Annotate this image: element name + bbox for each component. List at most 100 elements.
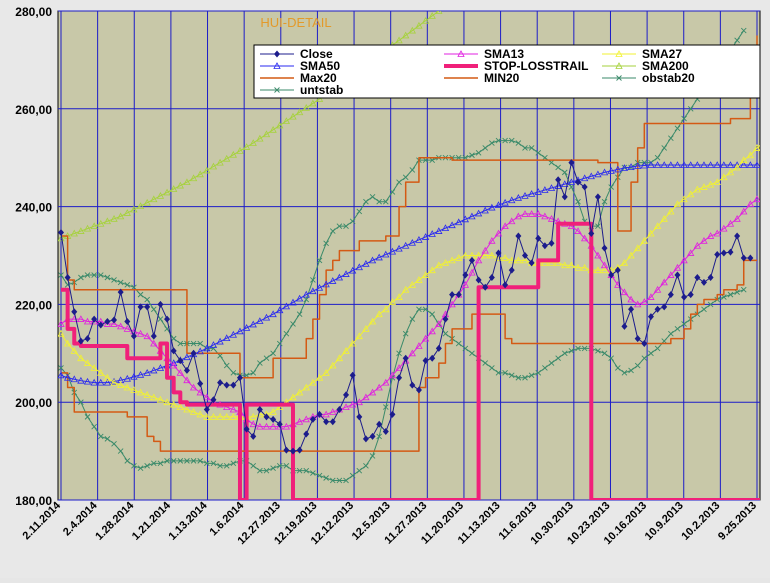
data-point bbox=[654, 154, 661, 161]
data-point bbox=[83, 317, 92, 325]
data-point bbox=[242, 324, 251, 331]
data-point bbox=[256, 406, 263, 414]
data-point bbox=[654, 305, 661, 313]
data-point bbox=[91, 272, 97, 278]
data-point bbox=[429, 354, 436, 362]
data-point bbox=[382, 378, 390, 386]
data-point bbox=[653, 285, 662, 293]
data-point bbox=[309, 415, 316, 423]
data-point bbox=[136, 388, 145, 396]
data-point bbox=[369, 194, 376, 200]
data-point bbox=[131, 462, 137, 469]
data-point bbox=[581, 183, 588, 191]
data-point bbox=[580, 263, 589, 271]
chart-title: HUI-DETAIL bbox=[260, 15, 331, 30]
data-point bbox=[600, 168, 609, 176]
data-point bbox=[634, 162, 642, 169]
data-point bbox=[421, 271, 430, 278]
data-point bbox=[356, 467, 363, 474]
data-point bbox=[164, 458, 170, 464]
data-point bbox=[548, 159, 555, 166]
legend-item: Max20 bbox=[260, 71, 337, 85]
data-point bbox=[408, 349, 416, 357]
data-point bbox=[535, 149, 542, 156]
data-point bbox=[282, 422, 291, 430]
data-point bbox=[527, 190, 536, 197]
data-point bbox=[70, 375, 78, 383]
data-point bbox=[63, 339, 72, 347]
data-point bbox=[123, 374, 131, 382]
data-point bbox=[740, 27, 747, 34]
data-point bbox=[481, 251, 489, 259]
data-point bbox=[501, 198, 509, 206]
data-point bbox=[196, 170, 204, 178]
data-point bbox=[349, 218, 356, 225]
data-point bbox=[746, 200, 755, 208]
data-point bbox=[164, 315, 171, 323]
data-point bbox=[634, 362, 641, 369]
data-point bbox=[501, 222, 509, 230]
data-point bbox=[189, 174, 198, 182]
data-point bbox=[262, 422, 271, 430]
data-point bbox=[150, 195, 158, 203]
data-point bbox=[422, 157, 429, 163]
y-tick-label: 200,00 bbox=[15, 396, 52, 410]
data-point bbox=[356, 413, 363, 421]
data-point bbox=[601, 198, 608, 205]
legend-label: untstab bbox=[300, 83, 343, 97]
data-point bbox=[747, 254, 754, 262]
data-point bbox=[289, 393, 297, 401]
data-point bbox=[488, 251, 496, 259]
data-point bbox=[627, 163, 635, 170]
data-point bbox=[620, 288, 629, 296]
data-point bbox=[693, 241, 702, 249]
data-point bbox=[376, 198, 382, 205]
data-point bbox=[116, 322, 125, 330]
data-point bbox=[343, 391, 350, 399]
data-point bbox=[209, 341, 218, 348]
data-point bbox=[236, 374, 243, 382]
data-point bbox=[740, 161, 748, 168]
data-point bbox=[315, 283, 324, 291]
data-point bbox=[329, 418, 336, 426]
data-point bbox=[673, 200, 682, 208]
data-point bbox=[687, 105, 694, 112]
data-point bbox=[740, 254, 747, 262]
data-point bbox=[396, 374, 403, 382]
data-point bbox=[77, 315, 85, 322]
data-point bbox=[302, 415, 310, 423]
data-point bbox=[508, 196, 516, 204]
data-point bbox=[435, 11, 443, 14]
data-point bbox=[706, 180, 715, 188]
data-point bbox=[309, 99, 317, 107]
data-point bbox=[217, 462, 223, 469]
data-point bbox=[522, 374, 528, 381]
data-point bbox=[435, 227, 443, 234]
data-point bbox=[210, 460, 217, 467]
data-point bbox=[680, 256, 688, 264]
data-point bbox=[163, 188, 171, 196]
data-point bbox=[116, 212, 125, 220]
data-point bbox=[290, 321, 296, 327]
y-tick-label: 260,00 bbox=[15, 103, 52, 117]
data-point bbox=[575, 345, 581, 352]
data-point bbox=[190, 340, 197, 347]
data-point bbox=[687, 249, 695, 256]
data-point bbox=[661, 338, 668, 344]
data-point bbox=[368, 317, 377, 325]
data-point bbox=[70, 347, 78, 354]
data-point bbox=[707, 301, 714, 308]
data-point bbox=[329, 277, 337, 284]
data-point bbox=[693, 185, 702, 193]
y-tick-label: 280,00 bbox=[15, 5, 52, 19]
data-point bbox=[363, 462, 369, 469]
data-point bbox=[568, 159, 575, 167]
data-point bbox=[356, 208, 363, 215]
data-point bbox=[462, 154, 469, 161]
data-point bbox=[84, 272, 91, 278]
data-point bbox=[555, 355, 561, 362]
data-point bbox=[137, 303, 144, 311]
data-point bbox=[243, 425, 250, 433]
data-point bbox=[402, 241, 410, 249]
data-point bbox=[335, 273, 344, 281]
